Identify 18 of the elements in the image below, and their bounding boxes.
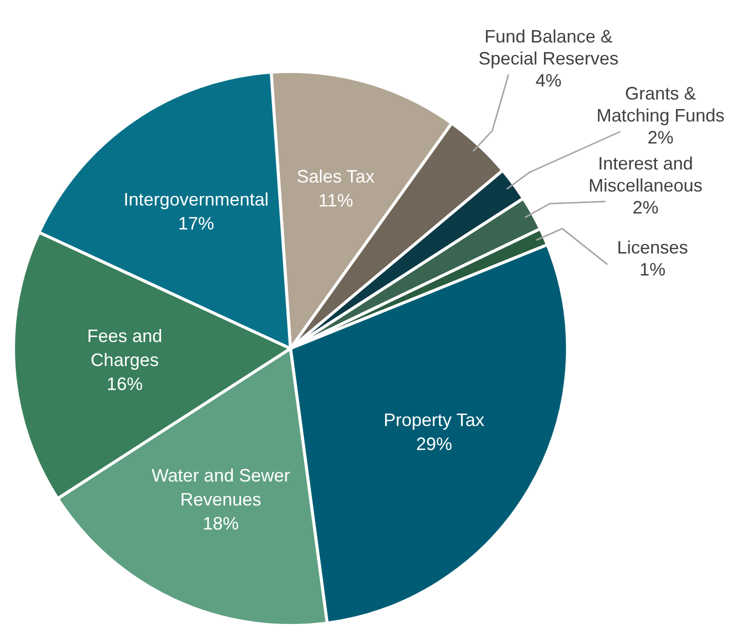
slice-label: Interest and Miscellaneous <box>588 154 703 196</box>
data-label: 2% <box>647 128 674 148</box>
data-label: 17% <box>178 214 214 234</box>
slice-label: Licenses <box>616 238 688 258</box>
slice-label: Fees and Charges <box>87 326 162 370</box>
data-label: 1% <box>639 260 666 280</box>
data-label: 16% <box>106 374 143 394</box>
slice-label: Water and Sewer Revenues <box>152 465 290 510</box>
data-label: 4% <box>535 70 562 90</box>
data-label: 18% <box>202 513 239 534</box>
data-label: 2% <box>632 198 659 218</box>
slice-label: Sales Tax <box>296 166 374 187</box>
slice-label: Intergovernmental <box>124 190 269 210</box>
slice-label: Property Tax <box>384 410 484 430</box>
slice-label: Fund Balance & Special Reserves <box>478 26 619 68</box>
slice-label: Grants & Matching Funds <box>596 84 725 126</box>
data-label: 11% <box>318 190 354 211</box>
data-label: 29% <box>416 434 452 454</box>
